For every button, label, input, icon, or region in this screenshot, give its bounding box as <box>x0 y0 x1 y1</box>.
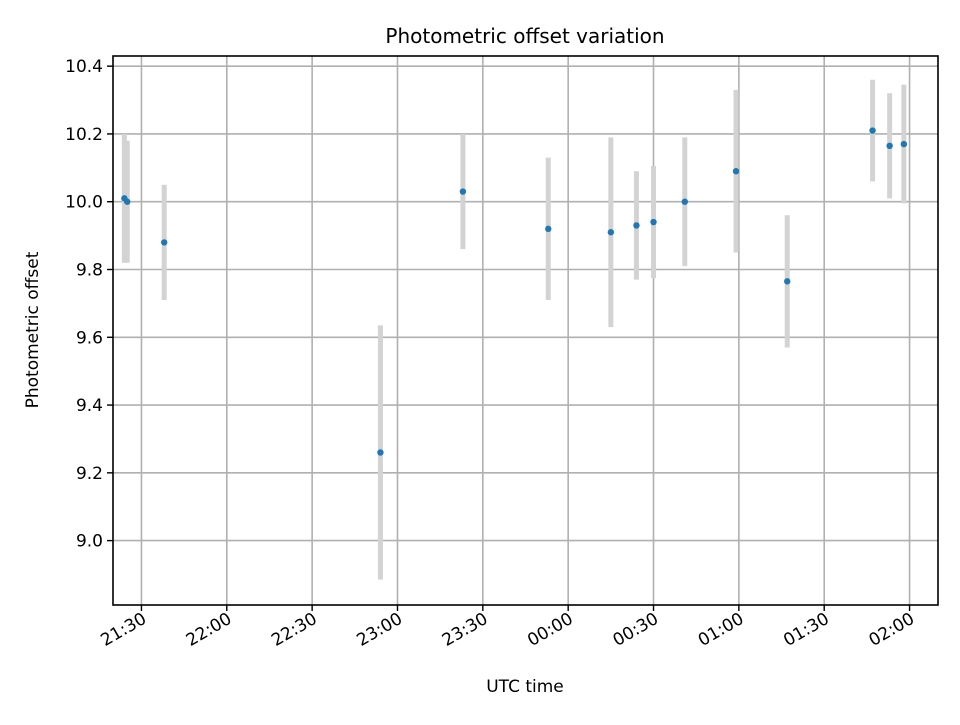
x-tick-label: 23:00 <box>354 609 406 651</box>
data-point <box>869 127 876 134</box>
data-point <box>459 188 467 195</box>
x-tick-label: 21:30 <box>98 609 150 651</box>
x-axis-label: UTC time <box>486 677 564 697</box>
tick-layer: 21:30 22:00 22:30 23:00 23:30 00:00 00:30 01:00… <box>65 57 918 651</box>
plot-frame <box>112 55 939 606</box>
grid-layer <box>113 56 938 605</box>
x-tick-label: 22:30 <box>268 609 320 651</box>
data-point <box>900 140 908 148</box>
data-point <box>633 222 640 229</box>
y-tick-label: 10.0 <box>65 193 103 213</box>
point-layer <box>121 127 908 456</box>
data-point <box>161 239 168 246</box>
data-point <box>681 198 689 205</box>
x-tick-label: 02:00 <box>866 609 918 651</box>
y-tick-label: 9.0 <box>76 532 103 552</box>
y-axis-label: Photometric offset <box>23 251 43 408</box>
chart-title: Photometric offset variation <box>385 24 664 48</box>
data-point <box>124 198 131 205</box>
x-tick-label: 01:00 <box>695 609 747 651</box>
y-tick-label: 10.4 <box>65 57 103 77</box>
x-tick-label: 00:00 <box>524 609 576 651</box>
x-tick-label: 23:30 <box>439 609 491 651</box>
data-point <box>650 218 657 226</box>
data-point <box>886 142 893 150</box>
data-point <box>545 225 552 233</box>
data-point <box>732 168 740 175</box>
x-tick-label: 22:00 <box>183 609 235 651</box>
x-tick-label: 00:30 <box>610 609 662 651</box>
y-tick-label: 9.4 <box>76 396 103 416</box>
x-tick-label: 01:30 <box>780 609 832 651</box>
y-tick-label: 10.2 <box>65 125 103 145</box>
errorbar-layer <box>121 79 907 580</box>
data-point <box>784 278 791 285</box>
y-tick-label: 9.2 <box>76 464 103 484</box>
y-tick-label: 9.8 <box>76 261 103 281</box>
data-point <box>607 229 615 236</box>
y-tick-label: 9.6 <box>76 328 103 348</box>
data-point <box>377 449 384 456</box>
